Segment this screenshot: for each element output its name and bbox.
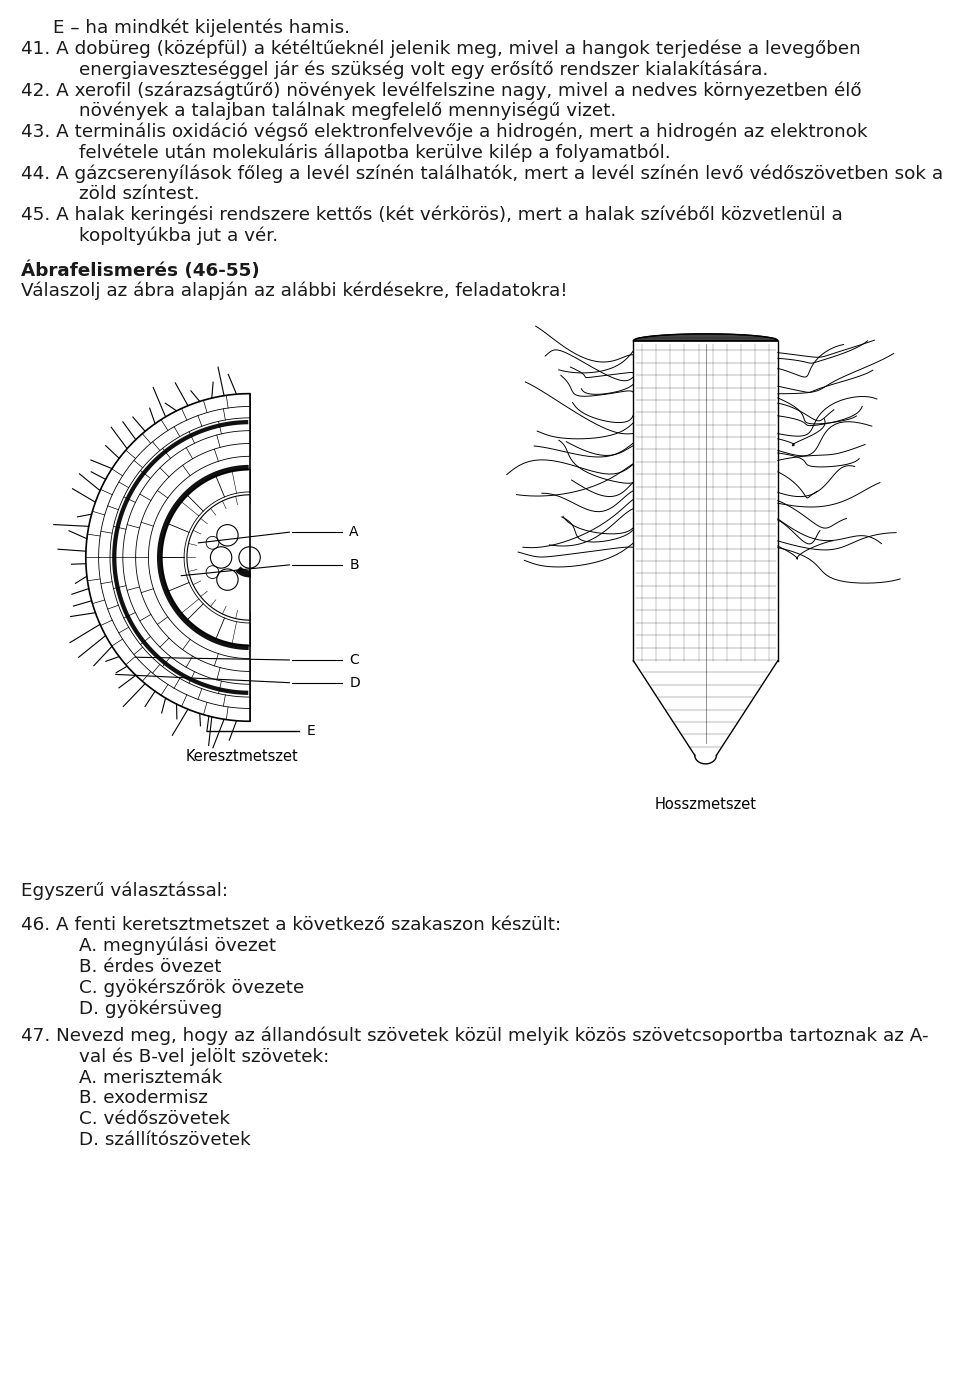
Polygon shape: [112, 420, 249, 695]
Polygon shape: [634, 334, 778, 341]
Text: val és B-vel jelölt szövetek:: val és B-vel jelölt szövetek:: [79, 1047, 329, 1066]
Text: D. szállítószövetek: D. szállítószövetek: [79, 1130, 251, 1148]
Text: D: D: [349, 676, 360, 690]
Text: A: A: [349, 525, 359, 539]
Text: B. exodermisz: B. exodermisz: [79, 1089, 207, 1107]
Text: 47. Nevezd meg, hogy az állandósult szövetek közül melyik közös szövetcsoportba : 47. Nevezd meg, hogy az állandósult szöv…: [21, 1028, 928, 1046]
Text: kopoltyúkba jut a vér.: kopoltyúkba jut a vér.: [79, 227, 277, 245]
Text: B. érdes övezet: B. érdes övezet: [79, 958, 221, 975]
Text: C: C: [349, 654, 359, 668]
Text: E: E: [306, 724, 315, 738]
Text: D. gyökérsüveg: D. gyökérsüveg: [79, 1000, 222, 1018]
Text: 42. A xerofil (szárazságtűrő) növények levélfelszine nagy, mivel a nedves környe: 42. A xerofil (szárazságtűrő) növények l…: [21, 82, 862, 100]
Text: Válaszolj az ábra alapján az alábbi kérdésekre, feladatokra!: Válaszolj az ábra alapján az alábbi kérd…: [21, 283, 567, 301]
Text: 46. A fenti keretsztmetszet a következő szakaszon készült:: 46. A fenti keretsztmetszet a következő …: [21, 917, 562, 933]
Text: 43. A terminális oxidáció végső elektronfelvevője a hidrogén, mert a hidrogén az: 43. A terminális oxidáció végső elektron…: [21, 123, 868, 141]
Text: növények a talajban találnak megfelelő mennyiségű vizet.: növények a talajban találnak megfelelő m…: [79, 102, 616, 120]
Text: C. gyökérszőrök övezete: C. gyökérszőrök övezete: [79, 978, 304, 997]
Text: Keresztmetszet: Keresztmetszet: [186, 749, 299, 765]
Text: A. merisztemák: A. merisztemák: [79, 1069, 222, 1086]
Text: A. megnyúlási övezet: A. megnyúlási övezet: [79, 936, 276, 956]
Text: E – ha mindkét kijelentés hamis.: E – ha mindkét kijelentés hamis.: [53, 19, 349, 37]
Text: Egyszerű választással:: Egyszerű választással:: [21, 882, 228, 900]
Text: Ábrafelismerés (46-55): Ábrafelismerés (46-55): [21, 260, 260, 280]
Text: C. védőszövetek: C. védőszövetek: [79, 1111, 229, 1127]
Text: B: B: [349, 558, 359, 572]
Polygon shape: [235, 566, 251, 578]
Text: 44. A gázcserenyílások főleg a levél színén találhatók, mert a levél színén levő: 44. A gázcserenyílások főleg a levél szí…: [21, 165, 944, 183]
Text: felvétele után molekuláris állapotba kerülve kilép a folyamatból.: felvétele után molekuláris állapotba ker…: [79, 144, 670, 162]
Text: Hosszmetszet: Hosszmetszet: [655, 796, 756, 812]
Text: energiaveszteséggel jár és szükség volt egy erősítő rendszer kialakítására.: energiaveszteséggel jár és szükség volt …: [79, 60, 768, 79]
Polygon shape: [157, 465, 249, 650]
Text: 41. A dobüreg (középfül) a kétéltűeknél jelenik meg, mivel a hangok terjedése a : 41. A dobüreg (középfül) a kétéltűeknél …: [21, 39, 861, 58]
Text: 45. A halak keringési rendszere kettős (két vérkörös), mert a halak szívéből köz: 45. A halak keringési rendszere kettős (…: [21, 205, 843, 224]
Text: zöld színtest.: zöld színtest.: [79, 186, 200, 202]
